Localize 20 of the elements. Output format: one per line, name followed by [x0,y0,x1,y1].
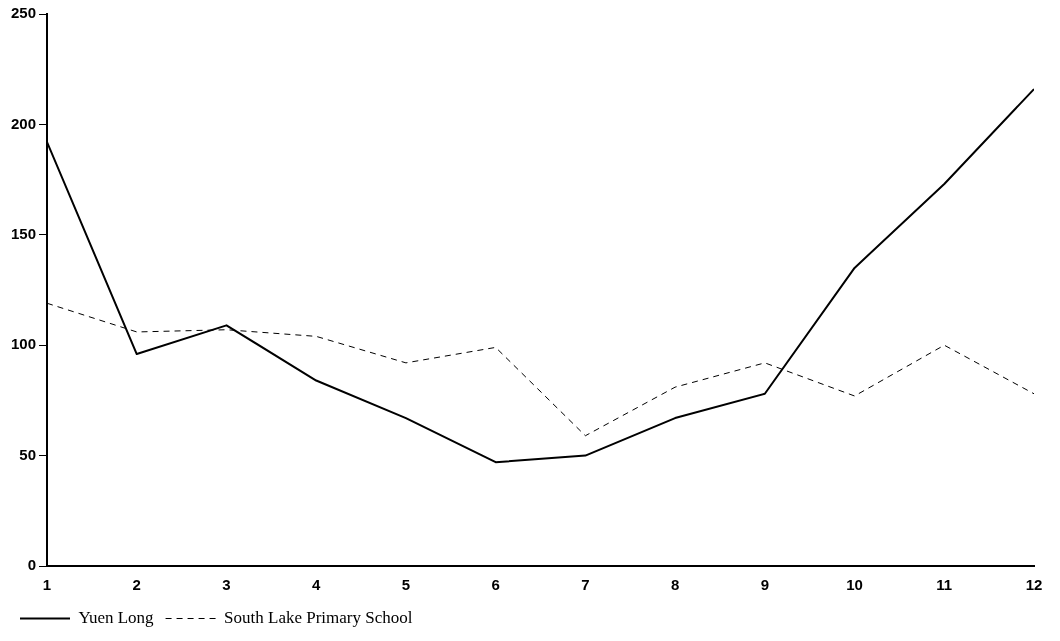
x-tick-label: 5 [401,576,411,594]
x-tick-label: 1 [42,576,52,594]
y-tick-label: 100 [11,335,37,353]
x-tick-label: 10 [846,576,863,594]
x-tick-label: 11 [936,576,953,594]
y-tick-label: 0 [27,556,37,574]
x-tick-label: 7 [581,576,590,594]
y-tick-label: 200 [11,114,37,132]
legend-label: Yuen Long [78,607,155,627]
x-tick-label: 2 [132,576,141,594]
y-tick-label: 250 [11,4,37,22]
legend-label: South Lake Primary School [224,607,413,627]
x-tick-label: 9 [760,576,769,594]
x-tick-label: 6 [491,576,500,594]
x-tick-label: 12 [1025,576,1043,594]
y-tick-label: 50 [19,445,37,463]
x-tick-label: 3 [222,576,231,594]
y-tick-label: 150 [11,224,37,242]
x-tick-label: 8 [670,576,680,594]
x-tick-label: 4 [312,576,322,594]
